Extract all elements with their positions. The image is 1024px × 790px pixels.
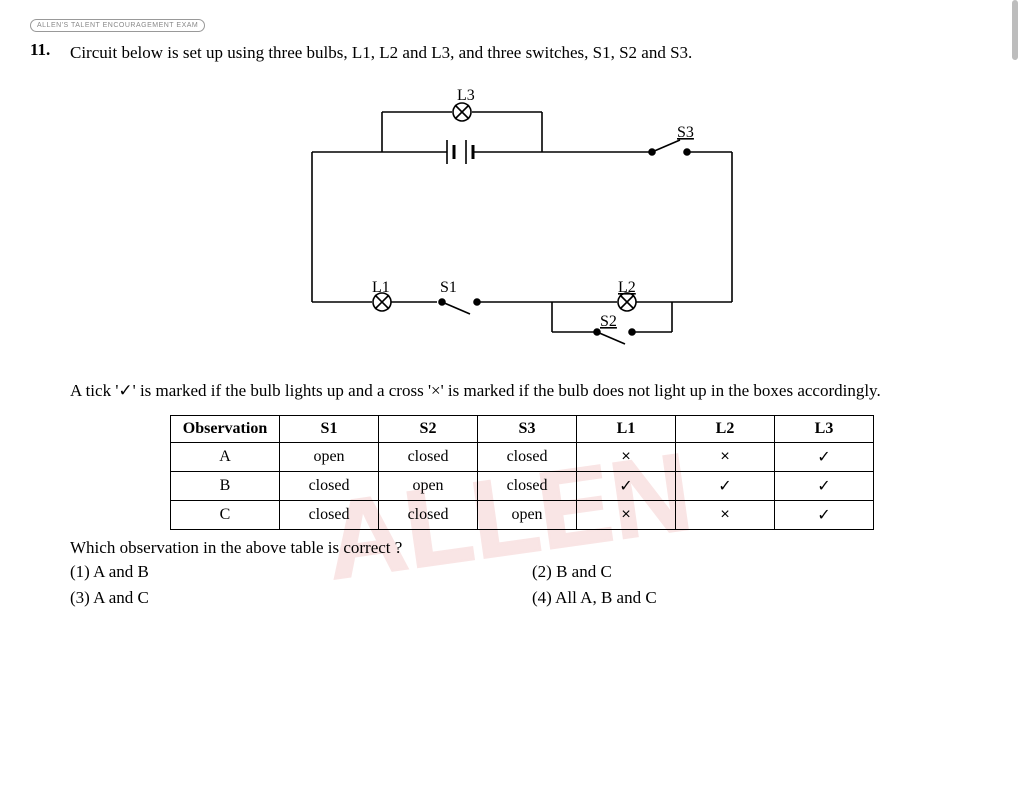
table-row: C closed closed open × × ✓ (171, 500, 874, 529)
cell-l1: ✓ (577, 471, 676, 500)
th-l1: L1 (577, 415, 676, 442)
cell-s2: closed (379, 442, 478, 471)
label-s2: S2 (600, 313, 617, 330)
table-header-row: Observation S1 S2 S3 L1 L2 L3 (171, 415, 874, 442)
cell-l1: × (577, 442, 676, 471)
option-4: (4) All A, B and C (532, 588, 994, 608)
circuit-diagram: L3 (252, 82, 772, 352)
table-row: B closed open closed ✓ ✓ ✓ (171, 471, 874, 500)
cell-s3: closed (478, 471, 577, 500)
question-number: 11. (30, 40, 70, 66)
option-2: (2) B and C (532, 562, 994, 582)
option-1: (1) A and B (70, 562, 532, 582)
cell-l3: ✓ (775, 500, 874, 529)
scrollbar[interactable] (1012, 0, 1018, 60)
observation-table: Observation S1 S2 S3 L1 L2 L3 A open clo… (170, 415, 874, 530)
cell-s1: open (280, 442, 379, 471)
cell-l2: × (676, 442, 775, 471)
cell-s1: closed (280, 500, 379, 529)
cell-obs: A (171, 442, 280, 471)
cell-obs: B (171, 471, 280, 500)
label-s3: S3 (677, 124, 694, 141)
label-l3: L3 (457, 87, 475, 104)
explain-text: A tick '✓' is marked if the bulb lights … (70, 375, 994, 407)
th-l3: L3 (775, 415, 874, 442)
cell-l3: ✓ (775, 471, 874, 500)
label-s1: S1 (440, 279, 457, 296)
cell-obs: C (171, 500, 280, 529)
th-l2: L2 (676, 415, 775, 442)
question-text: Circuit below is set up using three bulb… (70, 40, 994, 66)
followup-text: Which observation in the above table is … (70, 538, 994, 558)
th-s1: S1 (280, 415, 379, 442)
cell-l2: ✓ (676, 471, 775, 500)
cell-l1: × (577, 500, 676, 529)
table-row: A open closed closed × × ✓ (171, 442, 874, 471)
cell-s1: closed (280, 471, 379, 500)
th-observation: Observation (171, 415, 280, 442)
option-3: (3) A and C (70, 588, 532, 608)
cell-l3: ✓ (775, 442, 874, 471)
th-s3: S3 (478, 415, 577, 442)
cell-l2: × (676, 500, 775, 529)
cell-s3: open (478, 500, 577, 529)
exam-badge: ALLEN'S Talent Encouragement Exam (30, 19, 205, 32)
cell-s3: closed (478, 442, 577, 471)
cell-s2: open (379, 471, 478, 500)
th-s2: S2 (379, 415, 478, 442)
cell-s2: closed (379, 500, 478, 529)
